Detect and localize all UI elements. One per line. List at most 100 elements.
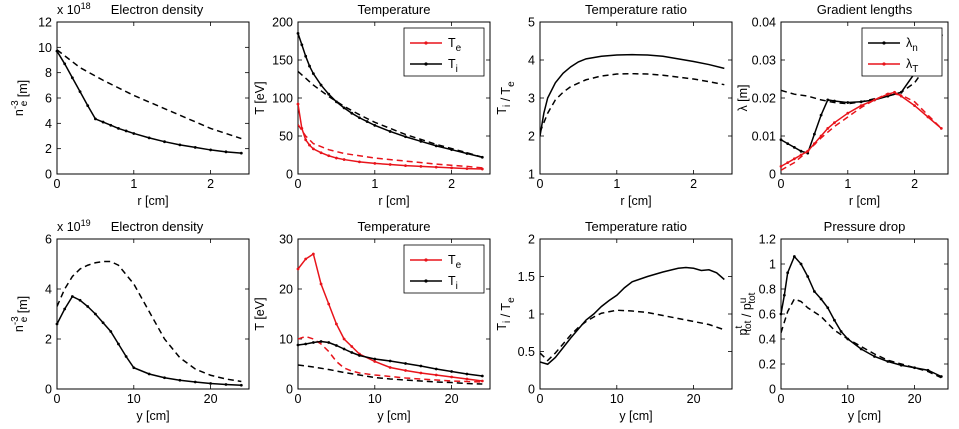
x-tick-label: 20 [445, 392, 459, 406]
data-point [373, 161, 377, 165]
y-axis-label: Ti / Te [495, 297, 517, 331]
data-point [117, 342, 120, 346]
data-point [101, 321, 105, 325]
data-point [239, 151, 243, 155]
data-point [873, 355, 876, 358]
x-tick-label: 10 [127, 392, 141, 406]
data-point [388, 130, 392, 133]
y-tick-label: 4 [45, 117, 52, 131]
data-point [304, 138, 308, 142]
y-tick-label: 0.5 [518, 345, 535, 359]
data-point [304, 54, 308, 58]
data-point [342, 106, 346, 110]
series-line [57, 260, 242, 383]
data-point [193, 380, 197, 384]
data-point [311, 252, 315, 256]
data-point [209, 148, 213, 152]
data-point [833, 318, 836, 322]
x-tick-label: 10 [368, 392, 382, 406]
data-point [450, 370, 453, 373]
x-tick-label: 2 [911, 177, 918, 191]
data-point [319, 83, 323, 87]
data-point [124, 129, 128, 133]
x-tick-label: 10 [610, 392, 624, 406]
data-point [786, 271, 790, 275]
data-point [163, 140, 166, 144]
y-tick-label: 0.2 [759, 358, 776, 372]
data-point [86, 305, 90, 308]
y-axis-label: n-3e [m] [10, 80, 30, 116]
series-line [298, 70, 483, 158]
data-point [78, 90, 82, 94]
data-point [779, 138, 783, 142]
y-axis-label: T [eV] [253, 297, 267, 330]
data-point [419, 165, 423, 168]
plot-area [56, 238, 250, 390]
data-point [782, 293, 786, 297]
data-point [327, 341, 331, 344]
data-point [813, 290, 816, 293]
data-point [94, 117, 97, 121]
chart-panel-4: Gradient lengths 0 1 2 0 0.01 0.02 0.03 0.04 r [c… [736, 2, 949, 208]
data-point [465, 372, 469, 376]
data-point [308, 64, 311, 68]
data-point [178, 378, 182, 382]
y-tick-label: 6 [45, 233, 52, 247]
data-point [319, 282, 323, 286]
data-point [209, 382, 213, 385]
y-axis-label: n-3e [m] [10, 296, 30, 332]
data-point [78, 298, 82, 302]
y-tick-label: 0.6 [759, 308, 776, 322]
data-point [373, 360, 377, 363]
data-point [404, 369, 407, 372]
legend-label: Te [448, 253, 462, 271]
y-tick-label: 0 [45, 168, 52, 182]
data-point [101, 120, 105, 124]
y-tick-label: 150 [272, 54, 293, 68]
data-point [833, 121, 836, 125]
y-tick-label: 2 [45, 142, 52, 156]
y-tick-label: 12 [38, 16, 52, 30]
data-point [311, 72, 315, 76]
data-point [373, 123, 377, 127]
x-tick-label: 1 [613, 177, 620, 191]
y-tick-label: 0 [286, 383, 293, 397]
legend-marker [424, 279, 428, 283]
y-tick-label: 5 [528, 16, 535, 30]
x-tick-label: 0 [54, 177, 61, 191]
y-tick-label: 6 [45, 92, 52, 106]
data-point [63, 307, 67, 311]
x-tick-label: 0 [54, 392, 61, 406]
series-line [298, 33, 483, 159]
y-axis-label: Ti / Te [495, 81, 517, 115]
data-point [939, 126, 943, 130]
data-point [304, 342, 308, 346]
plot-area [539, 238, 733, 390]
data-point [373, 357, 377, 361]
data-point [358, 116, 361, 120]
x-tick-label: 1 [130, 177, 137, 191]
series-line [781, 298, 942, 379]
plot-area [56, 21, 250, 175]
series-line [540, 309, 725, 362]
data-point [358, 354, 361, 357]
y-tick-label: 8 [45, 66, 52, 80]
plot-area [539, 21, 733, 175]
data-point [304, 257, 308, 261]
x-axis-label: r [cm] [378, 194, 409, 208]
x-tick-label: 20 [687, 392, 701, 406]
data-point [296, 102, 300, 106]
x-tick-label: 0 [295, 392, 302, 406]
x-axis-label: r [cm] [620, 194, 651, 208]
x-tick-label: 1 [371, 177, 378, 191]
data-point [786, 161, 790, 165]
y-tick-label: 10 [279, 333, 293, 347]
y-tick-label: 0 [45, 383, 52, 397]
series-line [540, 53, 725, 137]
x-tick-label: 20 [908, 392, 922, 406]
legend-label: λT [906, 57, 918, 75]
data-point [419, 139, 423, 143]
data-point [327, 154, 331, 158]
